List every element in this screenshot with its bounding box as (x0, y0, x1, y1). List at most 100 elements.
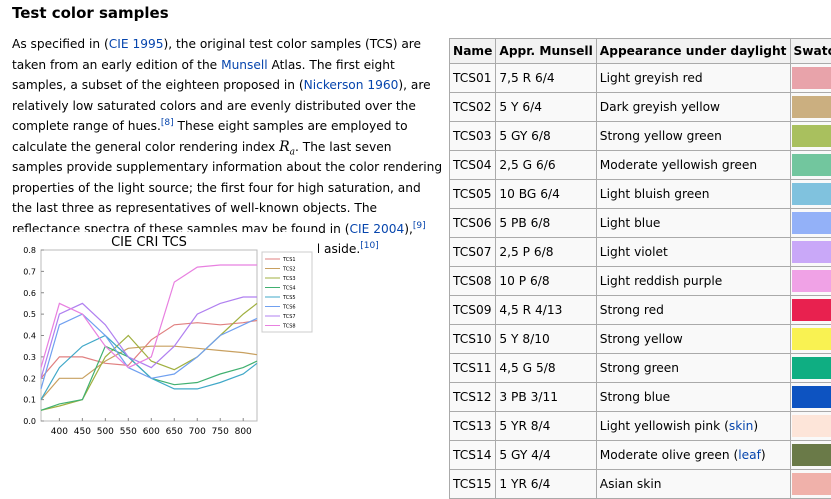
text: ) (761, 448, 766, 462)
text: Light yellowish pink ( (600, 419, 729, 433)
text: ) (753, 419, 758, 433)
legend-label: TCS5 (282, 295, 296, 301)
swatch (792, 154, 831, 176)
link[interactable]: Nickerson 1960 (304, 78, 399, 92)
swatch (792, 328, 831, 350)
swatch-cell (790, 209, 831, 238)
text: Moderate yellowish green (600, 158, 757, 172)
text: Strong blue (600, 390, 670, 404)
reference[interactable]: [8] (161, 118, 174, 128)
swatch-cell (790, 238, 831, 267)
appearance-cell: Light blue (596, 209, 790, 238)
swatch-cell (790, 470, 831, 499)
appearance-cell: Light violet (596, 238, 790, 267)
munsell-cell: 5 YR 8/4 (496, 412, 596, 441)
text: Light greyish red (600, 71, 703, 85)
x-tick-label: 400 (51, 427, 68, 437)
legend-label: TCS6 (282, 305, 296, 311)
munsell-cell: 4,5 R 4/13 (496, 296, 596, 325)
name-cell: TCS13 (450, 412, 496, 441)
x-tick-label: 750 (212, 427, 229, 437)
legend-label: TCS1 (282, 257, 296, 263)
swatch-cell (790, 441, 831, 470)
y-tick-label: 0.7 (23, 267, 36, 276)
y-tick-label: 0.6 (23, 289, 36, 298)
legend-label: TCS4 (282, 286, 296, 292)
link[interactable]: CIE 1995 (109, 37, 164, 51)
swatch-cell (790, 383, 831, 412)
math: R (279, 139, 290, 155)
link[interactable]: Munsell (221, 58, 268, 72)
swatch (792, 270, 831, 292)
paragraph: As specified in (CIE 1995), the original… (12, 34, 444, 260)
swatch (792, 67, 831, 89)
y-tick-label: 0.8 (23, 246, 36, 255)
text: Strong yellow green (600, 129, 722, 143)
text: Strong green (600, 361, 679, 375)
munsell-cell: 10 P 6/8 (496, 267, 596, 296)
appearance-cell: Moderate yellowish green (596, 151, 790, 180)
munsell-cell: 5 PB 6/8 (496, 209, 596, 238)
swatch (792, 386, 831, 408)
swatch-cell (790, 354, 831, 383)
munsell-cell: 5 GY 6/8 (496, 122, 596, 151)
y-tick-label: 0.4 (23, 332, 36, 341)
munsell-cell: 5 Y 6/4 (496, 93, 596, 122)
link[interactable]: leaf (738, 448, 761, 462)
appearance-cell: Strong yellow (596, 325, 790, 354)
chart: CIE CRI TCS0.00.10.20.30.40.50.60.70.840… (8, 232, 318, 442)
reference[interactable]: [9] (413, 220, 426, 230)
link[interactable]: CIE 2004 (350, 222, 405, 236)
munsell-cell: 5 Y 8/10 (496, 325, 596, 354)
x-tick-label: 450 (74, 427, 91, 437)
swatch-cell (790, 296, 831, 325)
appearance-cell: Light greyish red (596, 64, 790, 93)
header-cell: Appearance under daylight (596, 39, 790, 64)
legend-label: TCS2 (282, 267, 296, 273)
munsell-cell: 2,5 P 6/8 (496, 238, 596, 267)
name-cell: TCS09 (450, 296, 496, 325)
text: Strong red (600, 303, 664, 317)
text: Asian skin (600, 477, 662, 491)
swatch (792, 357, 831, 379)
swatch (792, 125, 831, 147)
swatch-cell (790, 180, 831, 209)
text: ), (404, 222, 413, 236)
y-tick-label: 0.0 (23, 417, 36, 426)
munsell-cell: 4,5 G 5/8 (496, 354, 596, 383)
swatch-cell (790, 93, 831, 122)
appearance-cell: Strong blue (596, 383, 790, 412)
swatch (792, 299, 831, 321)
name-cell: TCS14 (450, 441, 496, 470)
legend-label: TCS7 (282, 314, 296, 320)
text: Strong yellow (600, 332, 683, 346)
name-cell: TCS04 (450, 151, 496, 180)
swatch (792, 415, 831, 437)
link[interactable]: skin (729, 419, 754, 433)
appearance-cell: Light yellowish pink (skin) (596, 412, 790, 441)
munsell-cell: 7,5 R 6/4 (496, 64, 596, 93)
appearance-cell: Strong green (596, 354, 790, 383)
swatch (792, 183, 831, 205)
swatch (792, 241, 831, 263)
name-cell: TCS11 (450, 354, 496, 383)
legend-label: TCS8 (282, 324, 296, 330)
name-cell: TCS02 (450, 93, 496, 122)
name-cell: TCS07 (450, 238, 496, 267)
page: Test color samples As specified in (CIE … (0, 0, 831, 458)
munsell-cell: 5 GY 4/4 (496, 441, 596, 470)
name-cell: TCS01 (450, 64, 496, 93)
name-cell: TCS06 (450, 209, 496, 238)
swatch-cell (790, 325, 831, 354)
reference[interactable]: [10] (360, 241, 378, 251)
